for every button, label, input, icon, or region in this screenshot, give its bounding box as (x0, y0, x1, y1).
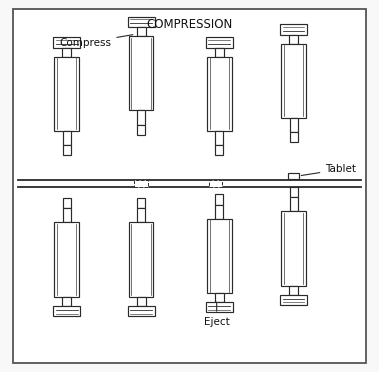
Bar (137, 125, 145, 135)
Bar (129, 36, 153, 110)
Bar (290, 132, 298, 142)
Bar (280, 295, 307, 305)
Bar (137, 27, 146, 36)
Bar (137, 198, 145, 208)
Bar (63, 131, 71, 145)
Bar (290, 118, 298, 132)
Text: Compress: Compress (60, 35, 133, 48)
Bar (128, 17, 155, 27)
Bar (289, 35, 298, 44)
Bar (53, 37, 80, 48)
Bar (288, 173, 299, 179)
Bar (207, 219, 232, 293)
Bar (129, 222, 153, 297)
Bar (215, 131, 223, 145)
Bar (62, 48, 71, 57)
Bar (215, 145, 223, 155)
Bar (281, 44, 306, 118)
Bar (206, 302, 233, 312)
Text: COMPRESSION: COMPRESSION (146, 18, 233, 31)
Bar (128, 306, 155, 316)
Bar (207, 57, 232, 131)
Bar (215, 48, 224, 57)
Bar (62, 297, 71, 306)
Bar (281, 211, 306, 286)
Bar (63, 198, 71, 208)
Bar (137, 208, 145, 222)
Bar (55, 222, 79, 297)
Bar (137, 297, 146, 306)
Bar (55, 57, 79, 131)
Bar (209, 180, 222, 187)
Bar (215, 205, 223, 219)
Bar (289, 286, 298, 295)
Bar (280, 24, 307, 35)
Bar (215, 293, 224, 302)
Bar (63, 208, 71, 222)
Bar (63, 145, 71, 155)
Bar (290, 197, 298, 211)
Bar (206, 37, 233, 48)
Text: Eject: Eject (204, 302, 230, 327)
Bar (290, 187, 298, 197)
Text: Tablet: Tablet (301, 164, 356, 176)
Bar (53, 306, 80, 316)
Bar (215, 194, 223, 205)
Bar (135, 180, 148, 187)
Bar (137, 110, 145, 125)
